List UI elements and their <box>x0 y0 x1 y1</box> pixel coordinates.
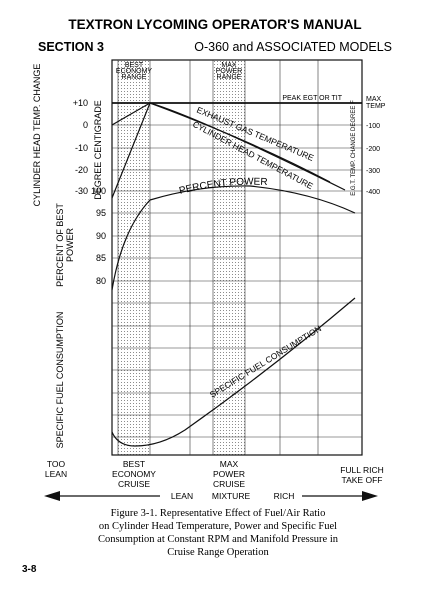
caption: Consumption at Constant RPM and Manifold… <box>98 534 339 545</box>
band-label: POWER <box>216 68 242 75</box>
frame <box>111 59 363 456</box>
power-tick: 100 <box>91 186 106 196</box>
band-label: ECONOMY <box>116 68 153 75</box>
power-tick: 85 <box>96 253 106 263</box>
bottom-label: CRUISE <box>118 479 150 489</box>
cht-tick: -20 <box>75 165 88 175</box>
caption: on Cylinder Head Temperature, Power and … <box>99 521 337 532</box>
axis-label: CYLINDER HEAD TEMP. CHANGE <box>32 64 42 207</box>
bottom-label: MAX <box>220 459 239 469</box>
band-label: RANGE <box>217 74 242 81</box>
bottom-label: POWER <box>213 469 245 479</box>
power-tick: 80 <box>96 276 106 286</box>
economy-band <box>118 60 150 455</box>
bottom-label: LEAN <box>45 469 67 479</box>
cht-tick: +10 <box>73 98 88 108</box>
egt-tick: -300 <box>366 168 380 175</box>
right-axis-label: E.G.T. TEMP. CHANGE DEGREE F <box>351 100 357 196</box>
page-number: 3-8 <box>22 564 37 575</box>
band-label: RANGE <box>122 74 147 81</box>
axis-label: DEGREE CENTIGRADE <box>93 100 103 200</box>
band-label: BEST <box>125 62 144 69</box>
axis-label: PERCENT OF BEST <box>55 203 65 287</box>
caption: Figure 3-1. Representative Effect of Fue… <box>111 508 326 519</box>
mixture-arrow <box>44 491 378 501</box>
power-tick: 95 <box>96 208 106 218</box>
egt-tick: -100 <box>366 123 380 130</box>
grid <box>112 60 362 455</box>
cht-tick: -30 <box>75 186 88 196</box>
egt-tick: -200 <box>366 146 380 153</box>
egt-curve <box>111 102 331 183</box>
axis-label: POWER <box>65 228 75 263</box>
cht-tick: -10 <box>75 143 88 153</box>
lean-label: LEAN <box>171 491 193 501</box>
bottom-label: TAKE OFF <box>342 475 383 485</box>
peak-label: PEAK EGT OR TIT <box>282 95 342 102</box>
right-label: MAX <box>366 96 382 103</box>
cht-tick: 0 <box>83 120 88 130</box>
header-title: TEXTRON LYCOMING OPERATOR'S MANUAL <box>68 17 361 32</box>
egt-tick: -400 <box>366 189 380 196</box>
band-label: MAX <box>221 62 237 69</box>
bottom-label: FULL RICH <box>340 465 384 475</box>
mixture-label: MIXTURE <box>212 491 251 501</box>
sfc-curve <box>111 297 356 447</box>
power-curve <box>111 185 356 291</box>
caption: Cruise Range Operation <box>167 547 269 558</box>
bottom-label: CRUISE <box>213 479 245 489</box>
bottom-label: ECONOMY <box>112 469 156 479</box>
power-band <box>213 60 245 455</box>
rich-label: RICH <box>274 491 295 501</box>
axis-label: SPECIFIC FUEL CONSUMPTION <box>55 312 65 449</box>
bottom-label: TOO <box>47 459 66 469</box>
bottom-label: BEST <box>123 459 145 469</box>
power-tick: 90 <box>96 231 106 241</box>
section: SECTION 3 <box>38 40 104 54</box>
right-label: TEMP <box>366 103 386 110</box>
model: O-360 and ASSOCIATED MODELS <box>194 40 392 54</box>
chart: BEST ECONOMY RANGE MAX POWER RANGE PEAK … <box>32 59 386 456</box>
